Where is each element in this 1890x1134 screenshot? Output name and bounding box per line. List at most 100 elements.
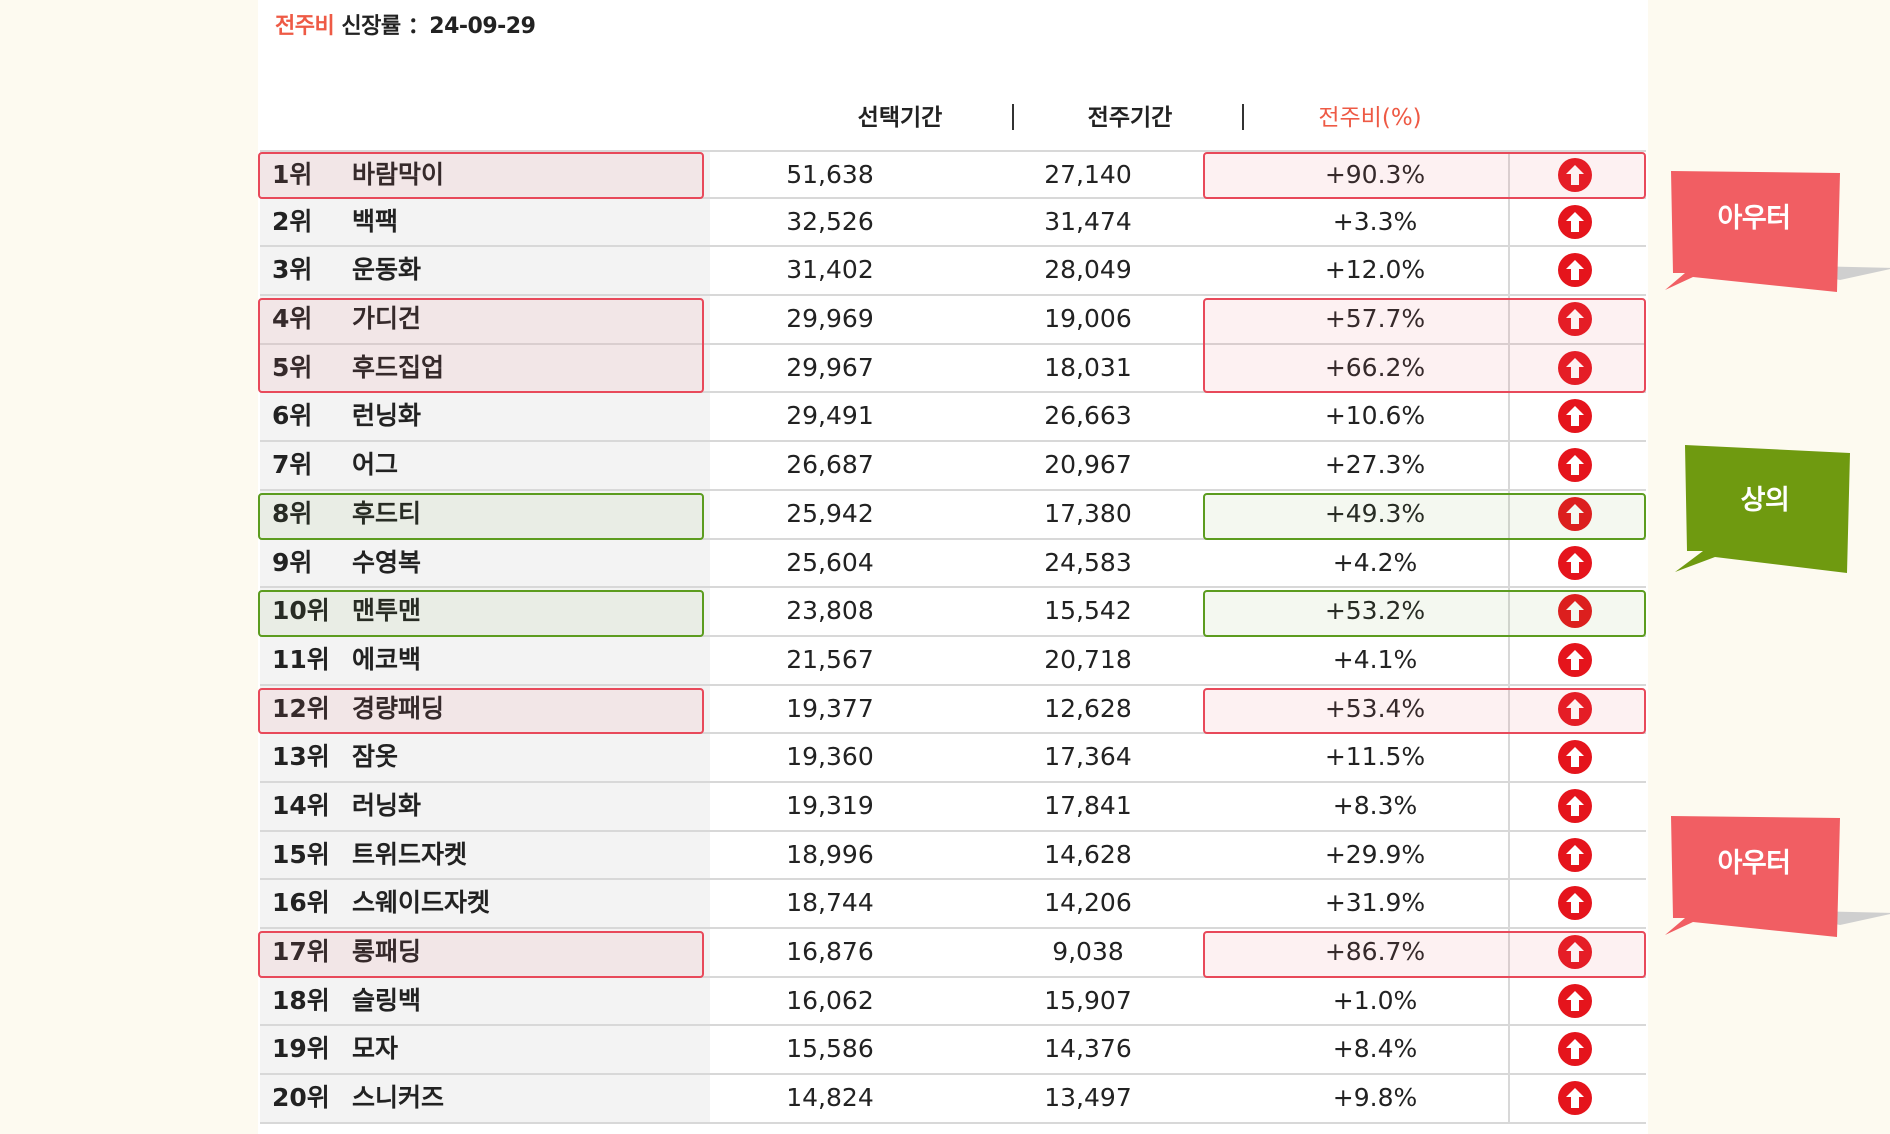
title-rest: 신장률 ：24-09-29 — [334, 14, 536, 39]
rank-label: 11위 — [272, 644, 330, 674]
item-name: 런닝화 — [352, 401, 422, 431]
callout-label: 아우터 — [1717, 202, 1791, 234]
selected-period-value: 31,402 — [786, 255, 874, 285]
previous-week-value: 31,474 — [1044, 206, 1132, 236]
previous-week-value: 17,841 — [1044, 790, 1132, 820]
arrow-up-circle-icon — [1558, 1081, 1592, 1116]
week-over-week-ratio: +53.4% — [1324, 693, 1426, 723]
arrow-up-circle-icon — [1558, 350, 1592, 385]
tops-highlight-name — [258, 590, 704, 637]
item-name: 후드티 — [352, 498, 422, 528]
cell-divider — [1508, 442, 1510, 489]
ranking-table: 1위 바람막이 51,638 27,140 +90.3% 2위 백팩 32,526 31,474… — [260, 150, 1646, 1124]
selected-period-value: 26,687 — [786, 450, 874, 480]
table-row: 12위 경량패딩 19,377 12,628 +53.4% — [260, 685, 1646, 735]
item-name: 트위드자켓 — [352, 839, 468, 869]
selected-period-value: 19,377 — [786, 693, 874, 723]
week-over-week-ratio: +66.2% — [1324, 352, 1426, 382]
cell-divider — [1508, 539, 1510, 587]
item-name: 슬링백 — [352, 985, 422, 1015]
cell-divider — [1508, 880, 1510, 927]
item-name-cell — [260, 539, 710, 587]
item-name-cell — [260, 393, 710, 441]
rank-label: 4위 — [272, 304, 313, 334]
arrow-up-circle-icon — [1558, 302, 1592, 337]
item-name-cell — [260, 152, 710, 197]
previous-week-value: 9,038 — [1052, 937, 1124, 966]
week-over-week-ratio: +4.1% — [1332, 644, 1418, 674]
selected-period-value: 16,876 — [786, 937, 874, 966]
rank-label: 15위 — [272, 839, 330, 869]
table-row: 7위 어그 26,687 20,967 +27.3% — [260, 442, 1646, 491]
arrow-up-circle-icon — [1558, 837, 1592, 872]
arrow-up-circle-icon — [1558, 158, 1592, 192]
item-name: 모자 — [352, 1034, 399, 1064]
table-row: 14위 러닝화 19,319 17,841 +8.3% — [260, 782, 1646, 832]
arrow-up-circle-icon — [1558, 886, 1592, 921]
week-over-week-ratio: +8.4% — [1332, 1034, 1418, 1064]
item-name-cell — [260, 782, 710, 830]
week-over-week-ratio: +1.0% — [1332, 985, 1418, 1015]
callout-outer-1: 아우터 — [1665, 165, 1890, 300]
item-name-cell — [260, 831, 710, 879]
item-name-cell — [260, 344, 710, 392]
table-row: 19위 모자 15,586 14,376 +8.4% — [260, 1026, 1646, 1076]
table-row: 17위 롱패딩 16,876 9,038 +86.7% — [260, 929, 1646, 978]
callout-shape — [1665, 171, 1890, 292]
selected-period-value: 23,808 — [786, 596, 874, 626]
week-over-week-ratio: +27.3% — [1324, 450, 1426, 480]
table-row: 20위 스니커즈 14,824 13,497 +9.8% — [260, 1075, 1646, 1124]
item-name: 러닝화 — [352, 790, 422, 820]
item-name-cell — [260, 977, 710, 1025]
callout-top-1: 상의 — [1675, 445, 1890, 580]
previous-week-value: 17,380 — [1044, 498, 1132, 528]
arrow-up-circle-icon — [1558, 496, 1592, 531]
arrow-up-circle-icon — [1558, 788, 1592, 823]
rank-label: 10위 — [272, 596, 330, 626]
rank-label: 3위 — [272, 255, 313, 285]
rank-label: 12위 — [272, 693, 330, 723]
rank-label: 1위 — [272, 160, 313, 189]
week-over-week-ratio: +8.3% — [1332, 790, 1418, 820]
table-row: 16위 스웨이드자켓 18,744 14,206 +31.9% — [260, 880, 1646, 929]
selected-period-value: 21,567 — [786, 644, 874, 674]
callout-shape — [1665, 816, 1890, 937]
cell-divider — [1508, 685, 1510, 733]
table-row: 15위 트위드자켓 18,996 14,628 +29.9% — [260, 831, 1646, 881]
item-name-cell — [260, 247, 710, 295]
cell-divider — [1508, 1026, 1510, 1074]
cell-divider — [1508, 831, 1510, 879]
selected-period-value: 29,491 — [786, 401, 874, 431]
previous-week-value: 15,907 — [1044, 985, 1132, 1015]
table-row: 6위 런닝화 29,491 26,663 +10.6% — [260, 393, 1646, 443]
cell-divider — [1508, 1075, 1510, 1122]
previous-week-value: 18,031 — [1044, 352, 1132, 382]
item-name-cell — [260, 929, 710, 976]
rank-label: 5위 — [272, 352, 313, 382]
cell-divider — [1508, 929, 1510, 976]
previous-week-value: 19,006 — [1044, 304, 1132, 334]
cell-divider — [1508, 296, 1510, 343]
arrow-up-circle-icon — [1558, 740, 1592, 775]
table-row: 18위 슬링백 16,062 15,907 +1.0% — [260, 977, 1646, 1027]
tops-highlight-ratio — [1203, 492, 1646, 540]
table-row: 2위 백팩 32,526 31,474 +3.3% — [260, 198, 1646, 248]
previous-week-value: 28,049 — [1044, 255, 1132, 285]
rank-label: 19위 — [272, 1034, 330, 1064]
cell-divider — [1508, 782, 1510, 830]
selected-period-value: 19,360 — [786, 742, 874, 772]
rank-label: 9위 — [272, 547, 313, 577]
item-name: 스니커즈 — [352, 1083, 445, 1113]
cell-divider — [1508, 198, 1510, 246]
selected-period-value: 18,996 — [786, 839, 874, 869]
previous-week-value: 27,140 — [1044, 160, 1132, 189]
week-over-week-ratio: +4.2% — [1332, 547, 1418, 577]
arrow-up-circle-icon — [1558, 1032, 1592, 1067]
selected-period-value: 19,319 — [786, 790, 874, 820]
previous-week-value: 14,628 — [1044, 839, 1132, 869]
column-header-ratio: 전주비(%) — [1318, 105, 1422, 131]
outerwear-highlight-ratio — [1203, 931, 1646, 978]
rank-label: 14위 — [272, 790, 330, 820]
arrow-up-circle-icon — [1558, 448, 1592, 483]
cell-divider — [1508, 977, 1510, 1025]
